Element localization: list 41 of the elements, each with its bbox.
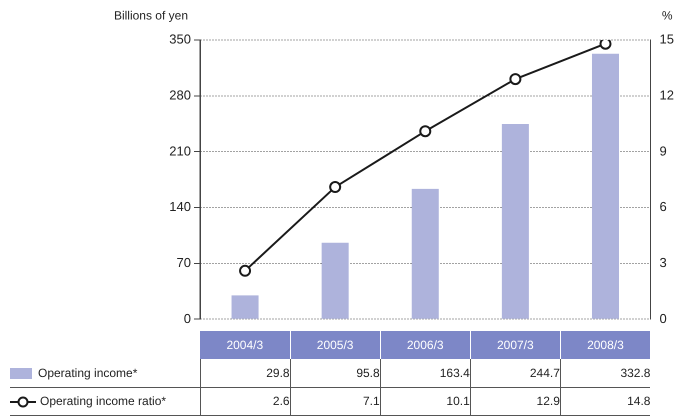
data-label: 2.6 <box>200 387 290 416</box>
data-label: 14.8 <box>560 387 650 416</box>
x-tick-label: 2008/3 <box>560 331 650 360</box>
y2-tick-label: 15 <box>660 32 674 47</box>
point <box>329 181 342 194</box>
data-label: 7.1 <box>290 387 380 416</box>
bar <box>322 242 349 319</box>
y2-axis-title: % <box>662 8 673 22</box>
y2-tick-label: 6 <box>660 199 667 214</box>
data-label: 12.9 <box>470 387 560 416</box>
x-tick-label: 2004/3 <box>200 331 290 360</box>
y-tick-label: 70 <box>176 254 191 270</box>
x-tick-label: 2007/3 <box>470 331 560 360</box>
legend-label: Operating income ratio* <box>10 387 200 416</box>
y-tick-label: 140 <box>169 199 191 214</box>
legend-label: Operating income* <box>10 359 200 388</box>
data-label: 332.8 <box>560 359 650 388</box>
point <box>599 40 612 50</box>
point <box>419 125 432 138</box>
point <box>509 73 522 86</box>
y2-tick-label: 12 <box>660 87 674 102</box>
data-label: 95.8 <box>290 359 380 388</box>
bar <box>232 295 259 319</box>
y-axis-title: Billions of yen <box>114 8 188 22</box>
point <box>239 264 252 277</box>
data-label: 29.8 <box>200 359 290 388</box>
y2-tick-label: 0 <box>660 310 667 326</box>
y-tick-label: 280 <box>169 87 191 102</box>
y-tick-label: 0 <box>184 310 191 326</box>
x-tick-label: 2005/3 <box>290 331 380 360</box>
data-label: 10.1 <box>380 387 470 416</box>
y2-tick-label: 3 <box>660 254 667 270</box>
y2-tick-label: 9 <box>660 143 667 158</box>
y-tick-label: 350 <box>169 32 191 47</box>
bar <box>502 124 529 319</box>
y-tick-label: 210 <box>169 143 191 158</box>
data-label: 244.7 <box>470 359 560 388</box>
bar <box>412 188 439 319</box>
data-label: 163.4 <box>380 359 470 388</box>
bar <box>592 54 619 319</box>
x-tick-label: 2006/3 <box>380 331 470 360</box>
